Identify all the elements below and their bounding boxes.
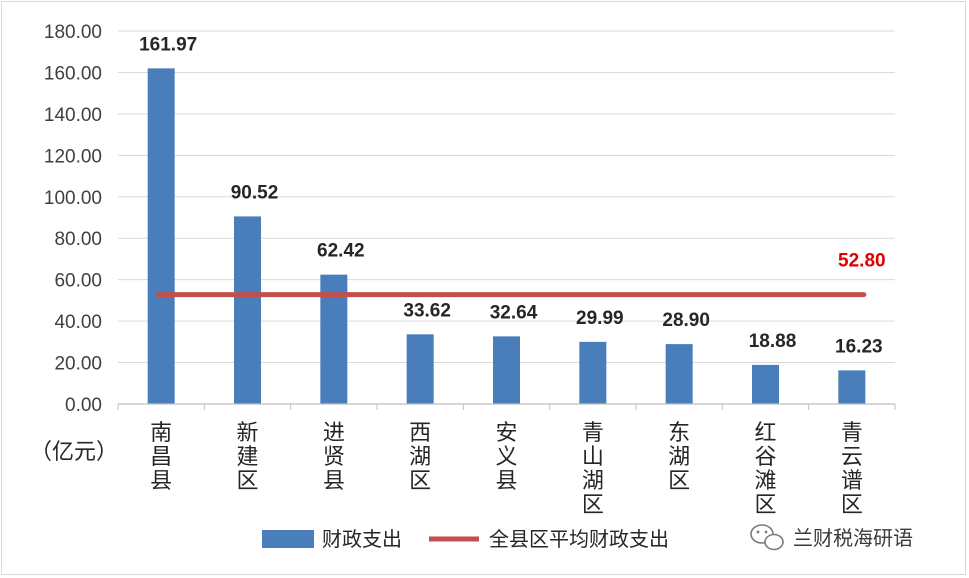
bar-value-label: 28.90 — [662, 310, 710, 331]
category-label: 青云谱区 — [841, 421, 863, 518]
bar — [406, 334, 434, 404]
legend: 财政支出 全县区平均财政支出 — [262, 527, 669, 551]
bar — [665, 344, 693, 404]
bars — [147, 68, 866, 404]
y-tick-label: 60.00 — [54, 271, 102, 292]
y-tick-label: 160.00 — [44, 63, 102, 84]
bar-value-label: 33.62 — [403, 300, 451, 321]
category-label: 南昌县 — [150, 421, 172, 494]
bar — [579, 341, 607, 404]
bar-value-label: 29.99 — [576, 308, 624, 329]
legend-bar-swatch — [262, 530, 314, 548]
y-tick-label: 80.00 — [54, 229, 102, 250]
average-value-label: 52.80 — [838, 251, 886, 272]
category-label: 红谷滩区 — [754, 421, 776, 518]
category-label: 安义县 — [495, 421, 517, 494]
category-labels: 南昌县 新建区 进贤县 西湖区 安义县 青山湖区 东湖区 红谷滩区 青云谱区 — [150, 421, 863, 518]
bar-value-label: 62.42 — [317, 241, 365, 262]
bar — [838, 370, 866, 404]
bar-value-label: 161.97 — [139, 34, 197, 55]
bar-value-label: 16.23 — [835, 336, 883, 357]
watermark: 兰财税海研语 — [750, 524, 913, 551]
category-label: 新建区 — [236, 421, 258, 494]
legend-bar-label: 财政支出 — [322, 527, 402, 551]
category-label: 东湖区 — [668, 421, 690, 494]
x-axis — [117, 403, 896, 410]
watermark-text: 兰财税海研语 — [793, 526, 913, 550]
category-label: 青山湖区 — [582, 421, 604, 518]
y-tick-label: 20.00 — [54, 354, 102, 375]
category-label: 西湖区 — [409, 421, 431, 494]
y-axis-unit-label: （亿元） — [30, 440, 118, 465]
value-labels: 161.97 90.52 62.42 33.62 32.64 29.99 28.90 18.8… — [139, 34, 883, 357]
average-line-group: 52.80 — [155, 251, 886, 298]
bar-value-label: 90.52 — [231, 182, 279, 203]
y-tick-label: 100.00 — [44, 188, 102, 209]
bar — [147, 68, 175, 404]
bar-value-label: 18.88 — [749, 331, 797, 352]
bar-value-label: 32.64 — [490, 302, 538, 323]
wechat-icon — [750, 524, 784, 551]
y-axis-ticks: 0.00 20.00 40.00 60.00 80.00 100.00 120.00 140.… — [44, 22, 102, 416]
y-tick-label: 0.00 — [65, 395, 102, 416]
y-tick-label: 120.00 — [44, 146, 102, 167]
bar — [234, 216, 261, 404]
legend-average-label: 全县区平均财政支出 — [489, 527, 669, 551]
y-tick-label: 140.00 — [44, 105, 102, 126]
bar — [752, 364, 779, 404]
bar — [493, 336, 520, 404]
y-tick-label: 40.00 — [54, 312, 102, 333]
y-tick-label: 180.00 — [44, 22, 102, 43]
category-label: 进贤县 — [323, 421, 345, 494]
